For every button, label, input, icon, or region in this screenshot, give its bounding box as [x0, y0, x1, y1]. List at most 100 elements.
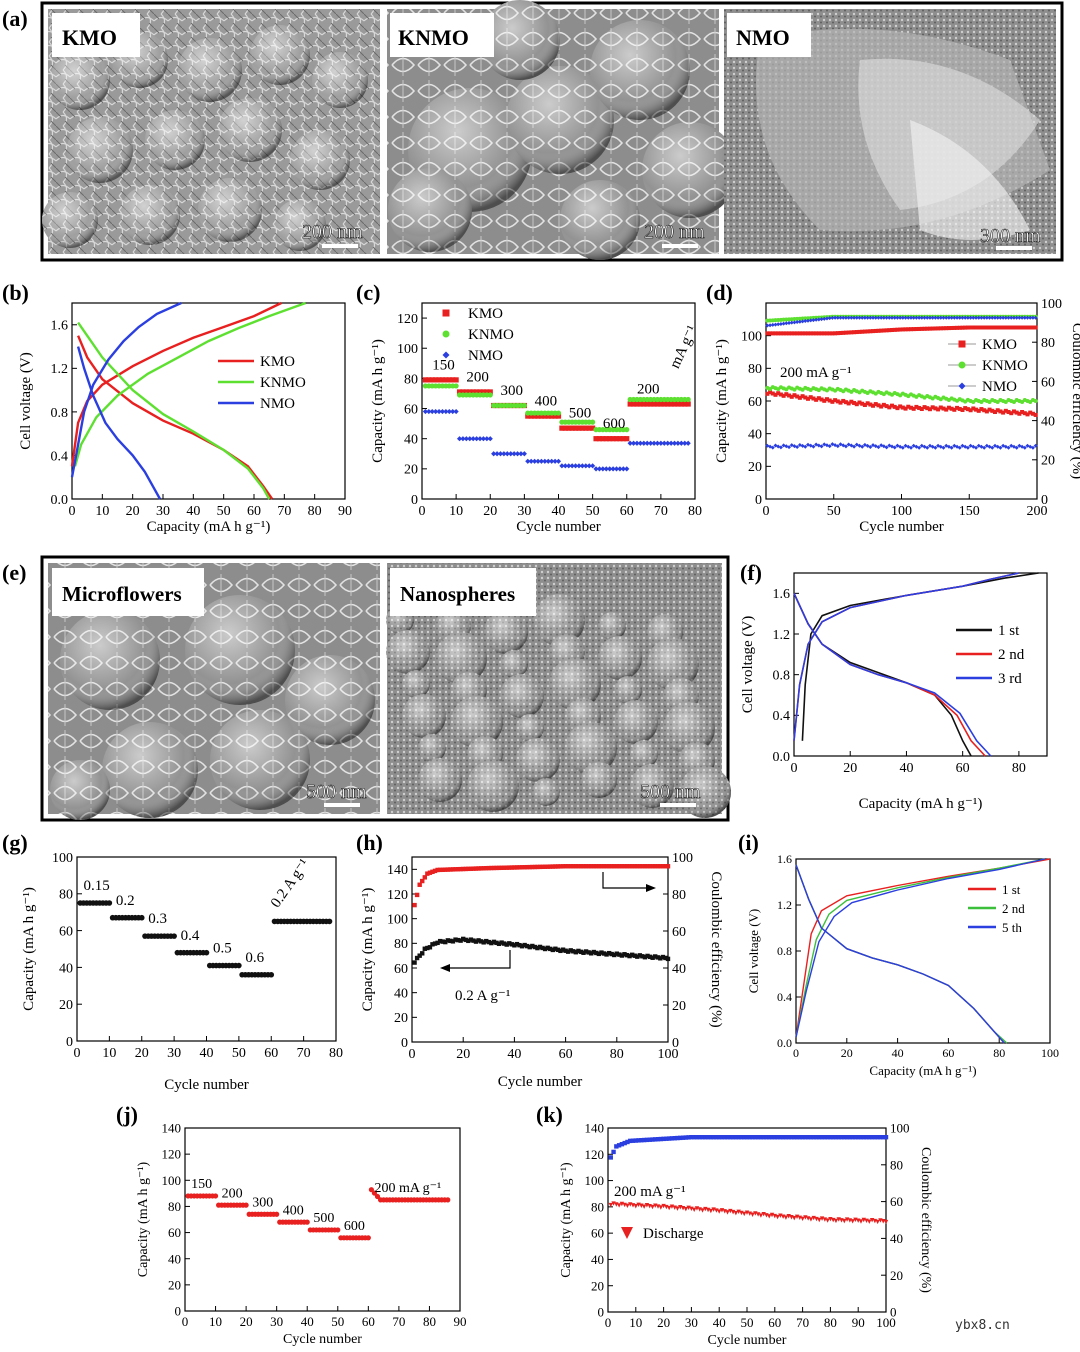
- x-tick-label: 50: [232, 1046, 246, 1061]
- legend-label: KMO: [260, 354, 295, 370]
- y-tick-label: 0.8: [51, 406, 69, 421]
- data-point-ce: [517, 865, 522, 870]
- x-axis-label: Cycle number: [498, 1074, 583, 1090]
- data-point-capacity: [427, 945, 433, 950]
- data-point: [624, 436, 630, 442]
- axis-pointer-arrow: [602, 872, 648, 889]
- y2-tick-label: 40: [672, 962, 686, 977]
- data-point-ce: [930, 326, 935, 331]
- data-point-ce: [858, 1135, 864, 1140]
- data-point-ce: [532, 864, 538, 870]
- data-point-ce: [884, 328, 889, 333]
- data-point-ce: [814, 1135, 819, 1140]
- data-point-capacity: [599, 950, 604, 955]
- x-tick-label: 60: [942, 1046, 954, 1060]
- x-tick-label: 40: [301, 1314, 314, 1329]
- data-point-ce: [817, 1135, 822, 1140]
- data-point-capacity: [835, 399, 840, 404]
- legend-swatch: [958, 361, 966, 369]
- y2-tick-label: 0: [672, 1036, 679, 1051]
- y-tick-label: 60: [168, 1225, 181, 1240]
- data-point-ce: [420, 878, 425, 884]
- legend-label: KNMO: [982, 358, 1028, 374]
- data-point-capacity: [850, 1219, 855, 1224]
- data-point-ce: [581, 864, 586, 869]
- data-point: [480, 436, 487, 442]
- data-point: [552, 413, 558, 419]
- sem-particle-shade: [500, 674, 544, 718]
- data-point-ce: [717, 1135, 722, 1140]
- data-point-ce: [1003, 325, 1008, 330]
- data-point-ce: [736, 1135, 741, 1140]
- data-point-ce: [1014, 325, 1019, 330]
- data-point-capacity: [478, 939, 484, 944]
- data-point-capacity: [946, 405, 951, 410]
- y-tick-label: 20: [748, 460, 762, 475]
- data-point-ce: [550, 864, 555, 869]
- data-point-ce: [633, 1138, 638, 1143]
- data-point-capacity: [884, 445, 889, 450]
- data-point-ce: [1025, 325, 1030, 330]
- data-point-capacity: [558, 948, 563, 954]
- data-point-capacity: [879, 404, 884, 409]
- y2-tick-label: 100: [1041, 297, 1062, 312]
- data-point-capacity: [900, 445, 905, 450]
- data-point-ce: [881, 1135, 886, 1140]
- data-point-ce: [955, 325, 960, 330]
- data-point: [576, 463, 582, 469]
- data-point-capacity: [908, 405, 913, 410]
- x-tick-label: 0: [74, 1046, 81, 1061]
- data-point-ce: [917, 315, 922, 320]
- data-point-capacity: [471, 938, 476, 943]
- plot-frame: [71, 302, 346, 500]
- data-point-capacity: [846, 401, 851, 406]
- x-tick-label: 40: [186, 504, 200, 519]
- data-point-capacity: [803, 395, 808, 400]
- rate-label: 600: [603, 416, 626, 432]
- data-point: [600, 436, 606, 442]
- data-point: [654, 440, 661, 446]
- data-point: [671, 440, 678, 446]
- data-point: [665, 440, 671, 446]
- x-axis-label: Cycle number: [164, 1077, 249, 1093]
- data-point-capacity: [789, 394, 794, 399]
- data-point: [586, 463, 592, 469]
- x-tick-label: 50: [827, 504, 841, 519]
- data-point-ce: [478, 866, 484, 871]
- data-point-ce: [519, 865, 525, 870]
- data-point-capacity: [1033, 443, 1038, 448]
- data-point-ce: [919, 326, 924, 331]
- data-point-ce: [794, 1135, 800, 1140]
- data-point-capacity: [976, 408, 981, 413]
- data-point: [445, 1197, 451, 1203]
- data-point-capacity: [1020, 410, 1025, 415]
- data-point-ce: [767, 1135, 772, 1140]
- sem-particle-shade: [500, 650, 528, 678]
- data-point-capacity: [773, 392, 778, 397]
- data-point-capacity: [542, 946, 548, 952]
- y-tick-label: 0.0: [777, 1036, 792, 1050]
- data-point-ce: [864, 1135, 869, 1140]
- data-point-ce: [914, 315, 919, 320]
- data-point-ce: [908, 327, 913, 332]
- x-tick-label: 60: [247, 504, 261, 519]
- data-point-capacity: [550, 947, 555, 953]
- data-point-capacity: [540, 945, 545, 951]
- data-point-capacity: [995, 408, 1000, 413]
- legend-label: NMO: [260, 396, 295, 412]
- data-point-ce: [641, 1137, 647, 1143]
- data-point-capacity: [665, 956, 671, 962]
- y2-tick-label: 20: [672, 999, 686, 1014]
- data-point-capacity: [650, 955, 655, 960]
- sem-label-nmo: NMO: [736, 25, 790, 50]
- data-point: [501, 451, 507, 457]
- data-point-capacity: [914, 404, 919, 409]
- data-point-ce: [938, 315, 943, 320]
- data-point-ce: [650, 864, 655, 869]
- data-point-ce: [984, 315, 989, 320]
- sem-particle-shade: [614, 700, 658, 744]
- data-point-ce: [504, 865, 509, 870]
- x-axis-label: Capacity (mA h g⁻¹): [147, 519, 271, 535]
- data-point-ce: [761, 1135, 766, 1140]
